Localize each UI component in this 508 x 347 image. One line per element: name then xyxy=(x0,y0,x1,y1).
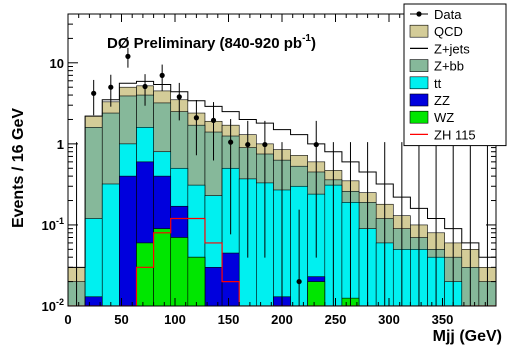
data-point-5 xyxy=(159,64,165,92)
x-tick-label: 100 xyxy=(164,312,186,327)
data-point-11 xyxy=(262,120,268,258)
series-line-zh115 xyxy=(68,217,496,306)
annotation-close: ) xyxy=(311,35,316,52)
bar-zz-3 xyxy=(119,175,137,306)
svg-text:QCD: QCD xyxy=(434,24,463,39)
legend-item-zz: ZZ xyxy=(409,93,450,108)
bar-wz-14 xyxy=(307,281,326,306)
legend-item-tt: tt xyxy=(409,76,442,91)
legend-item-data: Data xyxy=(410,7,462,22)
x-axis-title: Mjj (GeV) xyxy=(433,328,502,345)
bar-tt-1 xyxy=(84,218,103,306)
bar-wz-5 xyxy=(153,228,172,306)
y-tick-label: 10-2 xyxy=(42,297,64,314)
bar-wz-7 xyxy=(187,256,206,306)
bar-wz-6 xyxy=(170,237,189,306)
x-tick-label: 50 xyxy=(114,312,128,327)
y-tick-label: 1 xyxy=(57,137,64,152)
svg-text:ZZ: ZZ xyxy=(434,93,450,108)
x-tick-label: 250 xyxy=(325,312,347,327)
legend-item-zbb: Z+bb xyxy=(409,59,464,74)
legend-item-zh: ZH 115 xyxy=(410,127,476,142)
data-point-9 xyxy=(228,119,234,235)
bar-zz-9 xyxy=(221,252,240,306)
x-tick-label: 350 xyxy=(432,312,454,327)
y-tick-label: 10-1 xyxy=(42,216,64,233)
svg-text:ZH 115: ZH 115 xyxy=(434,127,476,142)
legend-item-zjets: Z+jets xyxy=(410,41,470,56)
bar-tt-2 xyxy=(101,183,120,306)
data-point-2 xyxy=(108,74,114,107)
svg-text:Z+jets: Z+jets xyxy=(434,41,470,56)
data-point-14 xyxy=(313,120,319,258)
svg-text:Data: Data xyxy=(434,7,462,22)
svg-text:tt: tt xyxy=(434,76,442,91)
data-point-1 xyxy=(91,79,97,116)
data-point-13 xyxy=(296,209,302,306)
x-tick-label: 0 xyxy=(64,312,71,327)
annotation-main: DØ Preliminary (840-920 pb xyxy=(107,35,302,52)
x-tick-label: 300 xyxy=(378,312,400,327)
y-axis-title: Events / 16 GeV xyxy=(10,108,27,228)
svg-text:WZ: WZ xyxy=(434,110,454,125)
y-tick-label: 10 xyxy=(50,56,64,71)
series-line-zjets xyxy=(68,80,496,268)
data-point-10 xyxy=(245,120,251,258)
bar-wz-4 xyxy=(136,242,154,306)
x-tick-label: 150 xyxy=(218,312,240,327)
annotation-sup: -1 xyxy=(302,33,311,44)
bar-zz-8 xyxy=(204,267,223,306)
plot-area xyxy=(68,47,496,306)
data-point-7 xyxy=(193,100,199,156)
data-point-6 xyxy=(176,82,182,121)
data-point-3 xyxy=(125,47,131,68)
data-point-8 xyxy=(210,102,217,161)
data-point-4 xyxy=(142,74,148,106)
chart-annotation: DØ Preliminary (840-920 pb-1) xyxy=(107,33,316,52)
legend: Data QCD Z+jets Z+bb tt ZZ WZ ZH 115 xyxy=(403,3,507,147)
svg-text:Z+bb: Z+bb xyxy=(434,59,464,74)
legend-item-wz: WZ xyxy=(409,110,454,125)
bar-zz-1 xyxy=(84,296,103,306)
legend-item-qcd: QCD xyxy=(409,24,463,39)
x-tick-label: 200 xyxy=(271,312,293,327)
